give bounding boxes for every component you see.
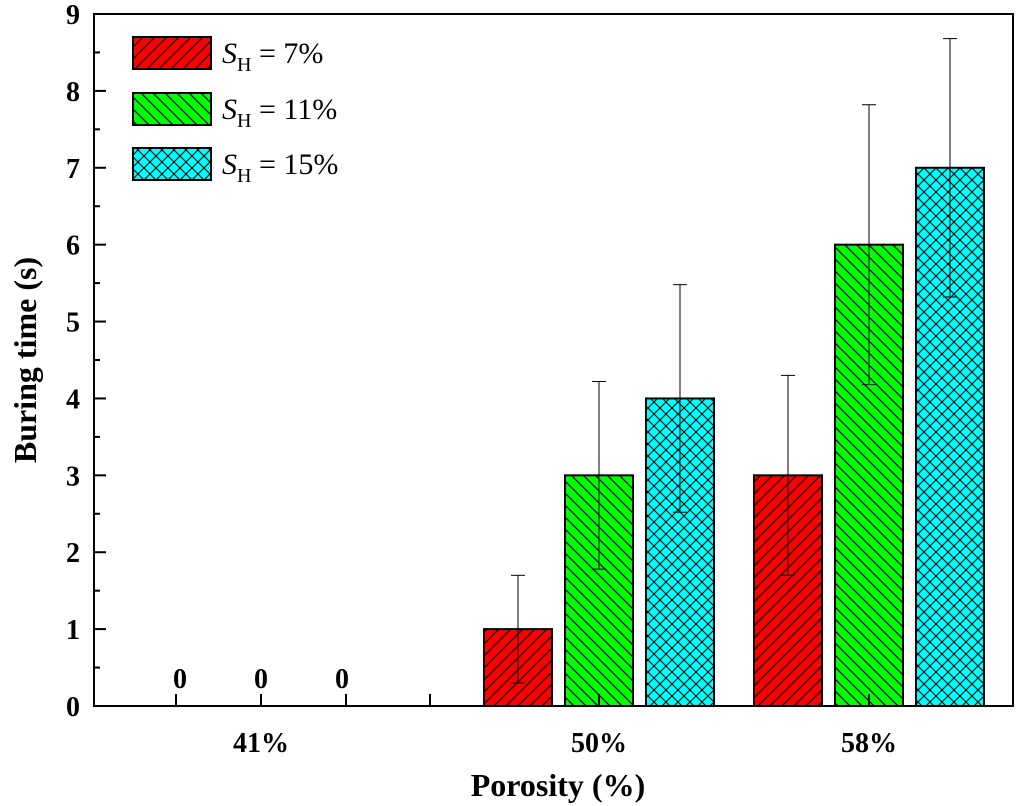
zero-value-label: 0: [254, 664, 268, 695]
y-tick-label: 1: [66, 615, 80, 646]
zero-labels-layer: 0 0 0: [173, 664, 349, 695]
x-tick-label: 41%: [233, 728, 289, 759]
legend-label: SH = 15%: [222, 148, 338, 187]
legend: SH = 7% SH = 11% SH = 15%: [132, 36, 338, 187]
legend-swatch: [132, 92, 212, 126]
zero-value-label: 0: [173, 664, 187, 695]
y-tick-label: 6: [66, 231, 80, 262]
legend-label: SH = 11%: [222, 93, 337, 132]
y-axis-title: Buring time (s): [7, 257, 43, 463]
x-tick-label: 50%: [571, 728, 627, 759]
axes-layer: 0 1 2 3 4 5 6 7 8 9 41% 50% 58%: [66, 0, 1014, 759]
y-tick-label: 0: [66, 692, 80, 723]
y-tick-label: 2: [66, 538, 80, 569]
y-tick-label: 5: [66, 308, 80, 339]
zero-value-label: 0: [335, 664, 349, 695]
y-tick-label: 8: [66, 77, 80, 108]
y-tick-label: 4: [66, 384, 80, 415]
y-tick-label: 7: [66, 154, 80, 185]
legend-label: SH = 7%: [222, 37, 323, 76]
y-tick-label: 3: [66, 461, 80, 492]
x-tick-label: 58%: [841, 728, 897, 759]
legend-swatch: [132, 147, 212, 181]
error-bars-layer: [511, 38, 957, 684]
y-tick-label: 9: [66, 0, 80, 31]
legend-swatch: [132, 36, 212, 70]
x-axis-title: Porosity (%): [471, 767, 645, 803]
bars-layer: [483, 166, 985, 708]
